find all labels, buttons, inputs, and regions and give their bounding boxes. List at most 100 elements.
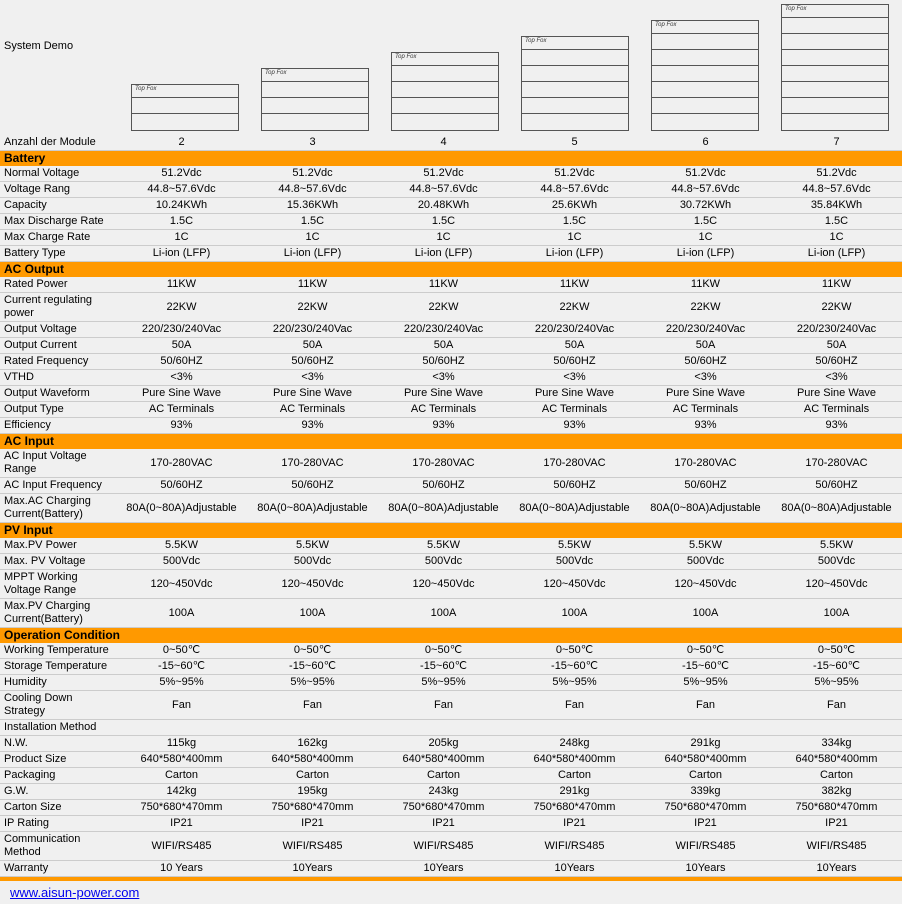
row-value: 120~450Vdc: [640, 570, 771, 599]
row-value: IP21: [640, 816, 771, 832]
row-value: 80A(0~80A)Adjustable: [116, 494, 247, 523]
module-stacks-row: Top FoxTop FoxTop FoxTop FoxTop FoxTop F…: [120, 4, 900, 131]
row-value: 640*580*400mm: [771, 752, 902, 768]
row-value: 35.84KWh: [771, 198, 902, 214]
row-value: AC Terminals: [116, 402, 247, 418]
module-stack: Top Fox: [250, 68, 380, 131]
row-label: Product Size: [0, 752, 116, 768]
row-value: 20.48KWh: [378, 198, 509, 214]
row-value: 500Vdc: [378, 554, 509, 570]
row-value: 1.5C: [509, 214, 640, 230]
row-label: Humidity: [0, 675, 116, 691]
row-value: 0~50℃: [378, 643, 509, 659]
row-value: 50/60HZ: [247, 478, 378, 494]
row-value: 0~50℃: [640, 643, 771, 659]
row-value: 220/230/240Vac: [771, 322, 902, 338]
row-value: 0~50℃: [771, 643, 902, 659]
row-value: WIFI/RS485: [640, 832, 771, 861]
row-value: Li-ion (LFP): [771, 246, 902, 262]
row-value: 1C: [771, 230, 902, 246]
row-value: IP21: [247, 816, 378, 832]
inverter-block: Top Fox: [522, 37, 628, 50]
row-label: Output Type: [0, 402, 116, 418]
row-value: 50/60HZ: [116, 478, 247, 494]
row-value: 80A(0~80A)Adjustable: [771, 494, 902, 523]
row-value: 50/60HZ: [640, 478, 771, 494]
table-row: Rated Power11KW11KW11KW11KW11KW11KW: [0, 277, 902, 293]
row-value: Fan: [116, 691, 247, 720]
row-value: Fan: [640, 691, 771, 720]
row-value: 50/60HZ: [116, 354, 247, 370]
row-value: 10Years: [378, 861, 509, 877]
row-value: 195kg: [247, 784, 378, 800]
table-row: Max Charge Rate1C1C1C1C1C1C: [0, 230, 902, 246]
row-value: 80A(0~80A)Adjustable: [247, 494, 378, 523]
battery-block: [652, 34, 758, 50]
row-value: 142kg: [116, 784, 247, 800]
row-value: 22KW: [116, 293, 247, 322]
row-value: 100A: [771, 599, 902, 628]
row-label: Rated Power: [0, 277, 116, 293]
row-value: -15~60℃: [771, 659, 902, 675]
battery-block: [652, 114, 758, 130]
table-row: Output Voltage220/230/240Vac220/230/240V…: [0, 322, 902, 338]
row-value: 51.2Vdc: [640, 166, 771, 182]
website-link[interactable]: www.aisun-power.com: [10, 885, 139, 900]
row-value: 1C: [116, 230, 247, 246]
row-value: 50A: [247, 338, 378, 354]
row-value: 50A: [116, 338, 247, 354]
row-value: 5%~95%: [116, 675, 247, 691]
row-label: Max.AC Charging Current(Battery): [0, 494, 116, 523]
row-value: Fan: [771, 691, 902, 720]
row-value: 170-280VAC: [378, 449, 509, 478]
row-value: 205kg: [378, 736, 509, 752]
inverter-block: Top Fox: [392, 53, 498, 66]
row-value: Pure Sine Wave: [378, 386, 509, 402]
row-label: Communication Method: [0, 832, 116, 861]
row-value: 5.5KW: [378, 538, 509, 554]
table-row: Normal Voltage51.2Vdc51.2Vdc51.2Vdc51.2V…: [0, 166, 902, 182]
row-value: <3%: [509, 370, 640, 386]
row-label: Max. PV Voltage: [0, 554, 116, 570]
inverter-block: Top Fox: [262, 69, 368, 82]
table-row: AC Input Frequency50/60HZ50/60HZ50/60HZ5…: [0, 478, 902, 494]
row-value: 640*580*400mm: [116, 752, 247, 768]
module-stack: Top Fox: [770, 4, 900, 131]
row-value: 5%~95%: [378, 675, 509, 691]
row-label: Storage Temperature: [0, 659, 116, 675]
row-value: 51.2Vdc: [509, 166, 640, 182]
row-value: Carton: [771, 768, 902, 784]
row-value: 1C: [247, 230, 378, 246]
row-value: 220/230/240Vac: [378, 322, 509, 338]
row-value: 162kg: [247, 736, 378, 752]
row-label: Working Temperature: [0, 643, 116, 659]
row-value: 44.8~57.6Vdc: [771, 182, 902, 198]
row-value: 500Vdc: [640, 554, 771, 570]
battery-block: [522, 82, 628, 98]
row-value: 30.72KWh: [640, 198, 771, 214]
row-value: Fan: [378, 691, 509, 720]
row-value: 44.8~57.6Vdc: [640, 182, 771, 198]
row-value: WIFI/RS485: [771, 832, 902, 861]
row-label: G.W.: [0, 784, 116, 800]
row-value: Carton: [378, 768, 509, 784]
row-value: 640*580*400mm: [378, 752, 509, 768]
row-value: 11KW: [378, 277, 509, 293]
table-row: Voltage Rang44.8~57.6Vdc44.8~57.6Vdc44.8…: [0, 182, 902, 198]
table-row: Product Size640*580*400mm640*580*400mm64…: [0, 752, 902, 768]
battery-block: [652, 50, 758, 66]
battery-block: [132, 114, 238, 130]
row-value: 170-280VAC: [509, 449, 640, 478]
row-value: 10.24KWh: [116, 198, 247, 214]
row-value: 50/60HZ: [640, 354, 771, 370]
row-value: 1.5C: [116, 214, 247, 230]
row-value: 5.5KW: [247, 538, 378, 554]
row-value: 0~50℃: [509, 643, 640, 659]
row-value: [116, 720, 247, 736]
row-value: Li-ion (LFP): [640, 246, 771, 262]
row-value: 22KW: [640, 293, 771, 322]
row-value: 500Vdc: [247, 554, 378, 570]
row-value: 93%: [247, 418, 378, 434]
inverter-block: Top Fox: [652, 21, 758, 34]
row-value: Pure Sine Wave: [771, 386, 902, 402]
